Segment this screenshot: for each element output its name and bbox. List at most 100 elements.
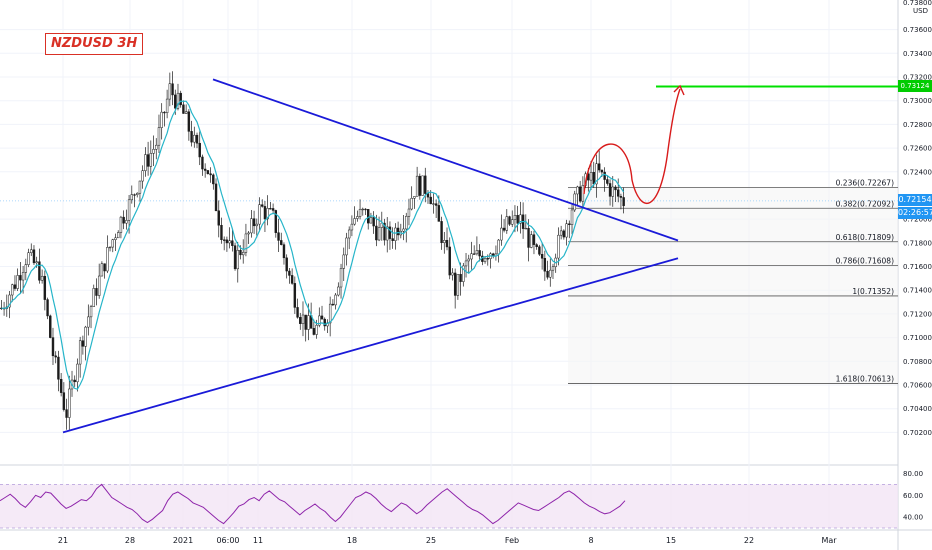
candle-body	[568, 223, 571, 225]
rsi-tick-label: 40.00	[903, 514, 923, 522]
candle-body	[448, 246, 451, 276]
candle-body	[451, 272, 454, 276]
fib-zone	[568, 265, 898, 296]
candle-body	[388, 226, 392, 239]
countdown-tag: 02:26:57	[898, 206, 932, 219]
candle-body	[225, 239, 229, 244]
candle-body	[538, 246, 541, 255]
candle-body	[565, 223, 568, 238]
candle-body	[410, 197, 413, 210]
price-tick-label: 0.70400	[903, 405, 932, 413]
price-tick-label: 0.70600	[903, 382, 932, 390]
candle-body	[212, 174, 215, 185]
candle-body	[282, 244, 286, 259]
candle-body	[424, 175, 427, 194]
candle-body	[280, 240, 283, 245]
candle-body	[277, 232, 280, 241]
candle-body	[372, 217, 375, 227]
candle-body	[578, 186, 582, 202]
candle-body	[136, 192, 139, 196]
candle-body	[318, 315, 321, 326]
candle-body	[146, 154, 150, 167]
candle-body	[443, 240, 446, 243]
candle-body	[459, 274, 462, 282]
candle-body	[108, 246, 112, 249]
candle-body	[233, 245, 237, 270]
candle-body	[470, 253, 473, 260]
candle-body	[396, 227, 400, 236]
candle-body	[266, 208, 269, 220]
time-tick-label: Mar	[821, 536, 837, 545]
candle-body	[407, 208, 411, 217]
price-tick-label: 0.71000	[903, 334, 932, 342]
time-tick-label: 22	[744, 536, 754, 545]
candle-body	[100, 263, 104, 277]
candle-body	[179, 92, 182, 106]
candle-body	[323, 318, 326, 327]
price-tick-label: 0.73600	[903, 26, 932, 34]
candle-body	[285, 257, 288, 272]
candle-body	[386, 226, 389, 241]
candle-body	[274, 210, 278, 233]
candle-body	[516, 215, 519, 224]
candle-body	[201, 156, 204, 170]
candles-group	[0, 71, 625, 430]
moving-average-line	[1, 100, 625, 390]
price-tick-label: 0.72600	[903, 145, 932, 153]
candle-body	[570, 209, 574, 225]
time-tick-label: 25	[426, 536, 436, 545]
candle-body	[21, 272, 25, 281]
candle-body	[293, 283, 297, 308]
time-tick-label: 06:00	[216, 536, 239, 545]
price-tick-label: 0.73400	[903, 50, 932, 58]
candle-body	[125, 220, 128, 224]
candle-body	[527, 227, 530, 248]
candle-body	[78, 340, 82, 365]
rsi-tick-label: 80.00	[903, 470, 923, 478]
candle-body	[182, 104, 185, 114]
candle-body	[369, 217, 373, 224]
candle-body	[486, 258, 489, 260]
candle-body	[559, 230, 563, 236]
candle-body	[228, 240, 231, 244]
candle-body	[76, 363, 79, 383]
candle-body	[519, 214, 522, 224]
candle-body	[456, 274, 460, 296]
price-tick-label: 0.71200	[903, 310, 932, 318]
candle-body	[557, 234, 560, 259]
candle-body	[81, 340, 85, 347]
candle-body	[244, 233, 248, 253]
trendline-lower	[62, 257, 679, 434]
candle-body	[337, 286, 340, 296]
candle-body	[440, 221, 443, 243]
candle-body	[214, 183, 218, 212]
candle-body	[622, 197, 625, 207]
candle-body	[350, 223, 354, 231]
candle-body	[130, 194, 133, 201]
time-tick-label: 8	[588, 536, 593, 545]
time-tick-label: Feb	[505, 536, 519, 545]
candle-body	[334, 294, 337, 306]
candle-body	[157, 127, 161, 146]
candle-body	[247, 232, 250, 235]
fib-zone	[568, 187, 898, 209]
projection-path	[583, 88, 681, 205]
candle-body	[30, 249, 33, 253]
candle-body	[8, 294, 11, 308]
candle-body	[258, 204, 261, 225]
candle-body	[418, 175, 422, 196]
price-tick-label: 0.71800	[903, 239, 932, 247]
candle-body	[331, 303, 335, 306]
candle-body	[92, 288, 95, 307]
current-price-tag: 0.72154	[898, 193, 932, 206]
candle-body	[576, 186, 579, 195]
candle-body	[511, 219, 514, 225]
candle-body	[307, 315, 310, 330]
candle-body	[364, 208, 367, 211]
candle-body	[617, 189, 620, 197]
candle-body	[11, 284, 14, 296]
candle-body	[535, 244, 538, 248]
candle-body	[391, 238, 394, 241]
candle-body	[27, 252, 30, 265]
candle-body	[600, 169, 604, 173]
